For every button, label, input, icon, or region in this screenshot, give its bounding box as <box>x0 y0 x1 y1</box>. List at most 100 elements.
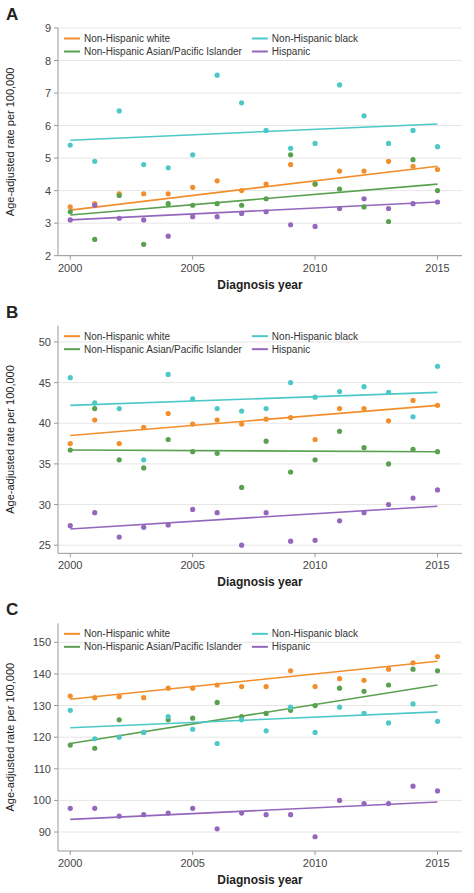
legend-item: Non-Hispanic Asian/Pacific Islander <box>64 344 243 355</box>
y-tick <box>54 341 58 342</box>
y-tick-label: 4 <box>45 185 51 197</box>
x-axis-line <box>58 255 462 256</box>
point <box>410 447 415 452</box>
legend-label: Hispanic <box>272 641 310 652</box>
y-tick-label: 100 <box>33 794 51 806</box>
y-axis-label: Age-adjusted rate per 100,000 <box>4 663 16 812</box>
y-tick <box>54 768 58 769</box>
point <box>337 169 342 174</box>
grid-line <box>58 382 462 383</box>
point <box>92 806 97 811</box>
point <box>215 741 220 746</box>
grid-line <box>58 673 462 674</box>
legend-swatch <box>252 646 268 648</box>
point <box>264 182 269 187</box>
point <box>141 191 146 196</box>
point <box>312 182 317 187</box>
point <box>337 186 342 191</box>
point <box>117 216 122 221</box>
x-axis-label: Diagnosis year <box>217 873 303 887</box>
legend-label: Non-Hispanic white <box>84 331 171 342</box>
point <box>264 812 269 817</box>
legend: Non-Hispanic whiteNon-Hispanic Asian/Pac… <box>64 628 359 652</box>
grid-line <box>58 93 462 94</box>
points <box>68 654 440 839</box>
point <box>68 742 73 747</box>
point <box>117 406 122 411</box>
point <box>215 510 220 515</box>
y-tick <box>54 93 58 94</box>
x-axis-line <box>58 851 462 852</box>
panel: 234567892000200520102015Diagnosis yearAg… <box>4 5 462 292</box>
point <box>337 705 342 710</box>
legend-swatch <box>64 348 80 350</box>
point <box>288 539 293 544</box>
x-tick-label: 2015 <box>425 857 449 869</box>
point <box>215 201 220 206</box>
point <box>117 717 122 722</box>
legend-item: Hispanic <box>252 641 310 652</box>
point <box>386 502 391 507</box>
point <box>68 204 73 209</box>
x-tick-label: 2000 <box>58 857 82 869</box>
x-tick <box>70 851 71 855</box>
trend-line <box>70 712 437 728</box>
point <box>239 810 244 815</box>
point <box>312 395 317 400</box>
point <box>264 196 269 201</box>
point <box>68 142 73 147</box>
y-tick <box>54 255 58 256</box>
point <box>410 201 415 206</box>
point <box>117 441 122 446</box>
point <box>337 686 342 691</box>
grid-line <box>58 545 462 546</box>
y-tick <box>54 158 58 159</box>
point <box>312 730 317 735</box>
point <box>264 684 269 689</box>
point <box>312 684 317 689</box>
point <box>361 678 366 683</box>
point <box>312 457 317 462</box>
point <box>288 146 293 151</box>
point <box>386 159 391 164</box>
grid-line <box>58 423 462 424</box>
y-tick-label: 2 <box>45 250 51 262</box>
point <box>386 801 391 806</box>
point <box>435 719 440 724</box>
y-tick <box>54 800 58 801</box>
plot-area <box>68 364 440 548</box>
y-tick-label: 120 <box>33 731 51 743</box>
legend-swatch <box>252 38 268 40</box>
x-axis-line <box>58 553 462 554</box>
trend-lines <box>70 661 437 819</box>
point <box>361 169 366 174</box>
point <box>288 668 293 673</box>
point <box>215 451 220 456</box>
point <box>239 421 244 426</box>
points <box>68 364 440 548</box>
trend-line <box>70 202 437 220</box>
point <box>386 720 391 725</box>
trend-line <box>70 405 437 435</box>
point <box>264 417 269 422</box>
point <box>190 716 195 721</box>
y-tick <box>54 190 58 191</box>
point <box>141 730 146 735</box>
grid-line <box>58 705 462 706</box>
legend-item: Non-Hispanic black <box>252 331 359 342</box>
x-tick <box>437 553 438 557</box>
point <box>190 806 195 811</box>
point <box>337 82 342 87</box>
legend-item: Non-Hispanic Asian/Pacific Islander <box>64 46 243 57</box>
point <box>141 730 146 735</box>
point <box>239 543 244 548</box>
point <box>361 384 366 389</box>
trend-line <box>70 685 437 743</box>
point <box>190 152 195 157</box>
y-tick <box>54 60 58 61</box>
point <box>190 396 195 401</box>
point <box>288 469 293 474</box>
point <box>312 224 317 229</box>
x-tick <box>315 851 316 855</box>
point <box>92 400 97 405</box>
